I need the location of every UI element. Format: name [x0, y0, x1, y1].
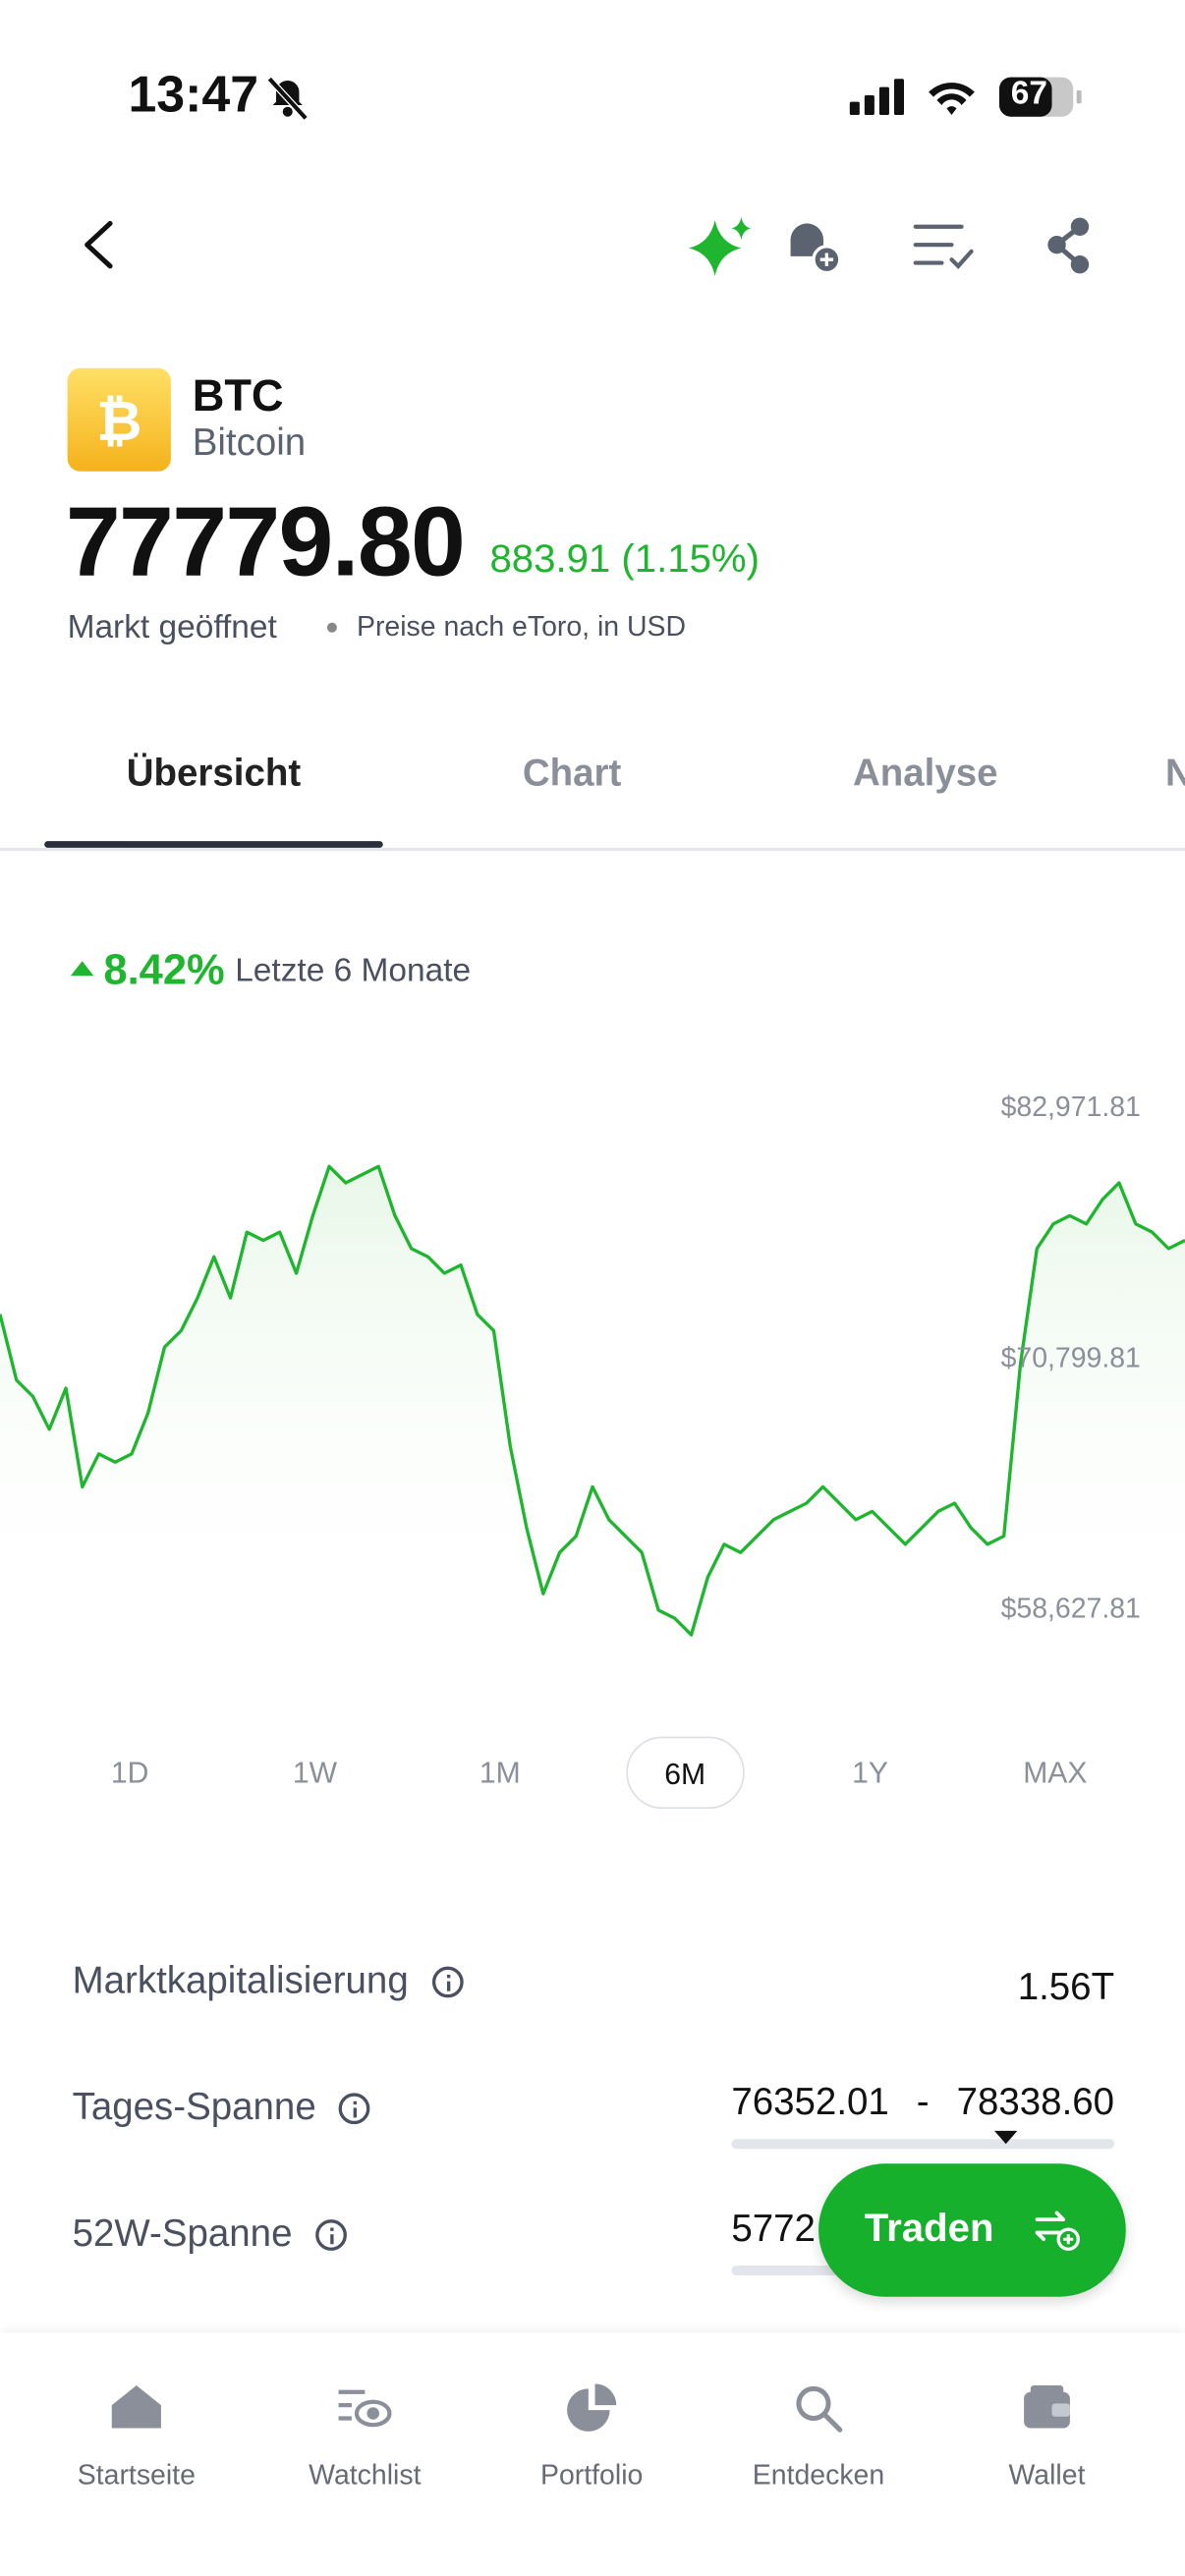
price: 77779.80 [65, 485, 466, 597]
asset-symbol: BTC [192, 370, 284, 421]
stat-row: Marktkapitalisierung [73, 1958, 463, 2002]
y-tick-label: $82,971.81 [1001, 1092, 1141, 1123]
tab-divider [0, 847, 1185, 852]
range-option[interactable]: MAX [1023, 1756, 1088, 1790]
stat-label: 52W-Spanne [72, 2211, 293, 2255]
asset-name: Bitcoin [192, 420, 307, 464]
trade-button[interactable]: Traden [818, 2163, 1126, 2297]
nav-label[interactable]: Startseite [77, 2459, 196, 2492]
stat-label: Marktkapitalisierung [72, 1958, 409, 2001]
price-line [0, 1164, 1185, 1637]
range-option[interactable]: 1W [292, 1756, 338, 1790]
status-icons [849, 77, 1082, 117]
up-arrow [70, 961, 94, 977]
area-fill [0, 1166, 1185, 1642]
tab[interactable]: Übersicht [126, 751, 302, 794]
tab[interactable]: Chart [522, 751, 622, 794]
search-icon[interactable] [796, 2385, 843, 2433]
tab[interactable]: N [1165, 751, 1185, 795]
info-icon[interactable] [314, 2219, 347, 2252]
nav-icons [111, 2383, 1070, 2433]
y-tick-label: $70,799.81 [1001, 1342, 1141, 1373]
range-option[interactable]: 1M [479, 1756, 521, 1790]
info-icon[interactable] [431, 1967, 463, 1999]
performance-change: 8.42% [103, 944, 225, 994]
dot [326, 622, 337, 633]
range-low: 76352.01 [731, 2080, 889, 2123]
market-status: Markt geöffnet [67, 609, 277, 646]
stat-row: 52W-Spanne [73, 2212, 347, 2256]
range-values: 76352.01-78338.60 [731, 2080, 1114, 2124]
nav-label[interactable]: Watchlist [309, 2459, 422, 2492]
nav-label[interactable]: Wallet [1008, 2459, 1086, 2492]
clock: 13:47 [128, 65, 259, 124]
range-high: 78338.60 [956, 2080, 1115, 2123]
portfolio-icon[interactable] [567, 2383, 617, 2432]
range-option[interactable]: 6M [625, 1736, 745, 1810]
wallet-icon[interactable] [1024, 2385, 1070, 2429]
watchlist-nav-icon[interactable] [338, 2389, 392, 2428]
tab[interactable]: Analyse [852, 751, 998, 794]
price-chart: $82,971.81 $70,799.81 $58,627.81 [0, 1092, 1185, 1642]
performance-period: Letzte 6 Monate [235, 952, 472, 989]
stat-label: Tages-Spanne [72, 2085, 316, 2128]
price-note: Preise nach eToro, in USD [356, 611, 687, 643]
price-change: 883.91 (1.15%) [489, 536, 760, 582]
back-button[interactable] [85, 220, 113, 269]
watchlist-icon[interactable] [913, 224, 974, 269]
range-option[interactable]: 1Y [852, 1756, 888, 1790]
alert-icon[interactable] [790, 223, 824, 256]
tab-indicator [44, 841, 383, 848]
bottom-nav [0, 2332, 1185, 2576]
trade-label: Traden [864, 2206, 994, 2251]
trade-icon [1035, 2211, 1080, 2251]
toolbar [85, 216, 1090, 276]
nav-label[interactable]: Entdecken [752, 2459, 885, 2492]
battery-level: 67 [1010, 75, 1047, 112]
range-separator: - [916, 2080, 930, 2123]
stat-value: 1.56T [1017, 1964, 1115, 2008]
y-tick-label: $58,627.81 [1001, 1593, 1141, 1624]
svg-text:₿: ₿ [96, 391, 141, 453]
home-icon[interactable] [111, 2385, 161, 2429]
share-icon[interactable] [1047, 217, 1090, 274]
range-marker [994, 2130, 1019, 2145]
nav-label[interactable]: Portfolio [540, 2459, 644, 2492]
mute-icon [266, 77, 309, 121]
range-option[interactable]: 1D [110, 1756, 149, 1790]
range-bar [731, 2139, 1115, 2150]
range-low: 5772 [731, 2206, 816, 2250]
btc-logo: ₿ [67, 367, 171, 472]
stat-row: Tages-Spanne [73, 2085, 370, 2129]
info-icon[interactable] [339, 2094, 370, 2125]
ai-icon[interactable] [688, 216, 752, 276]
